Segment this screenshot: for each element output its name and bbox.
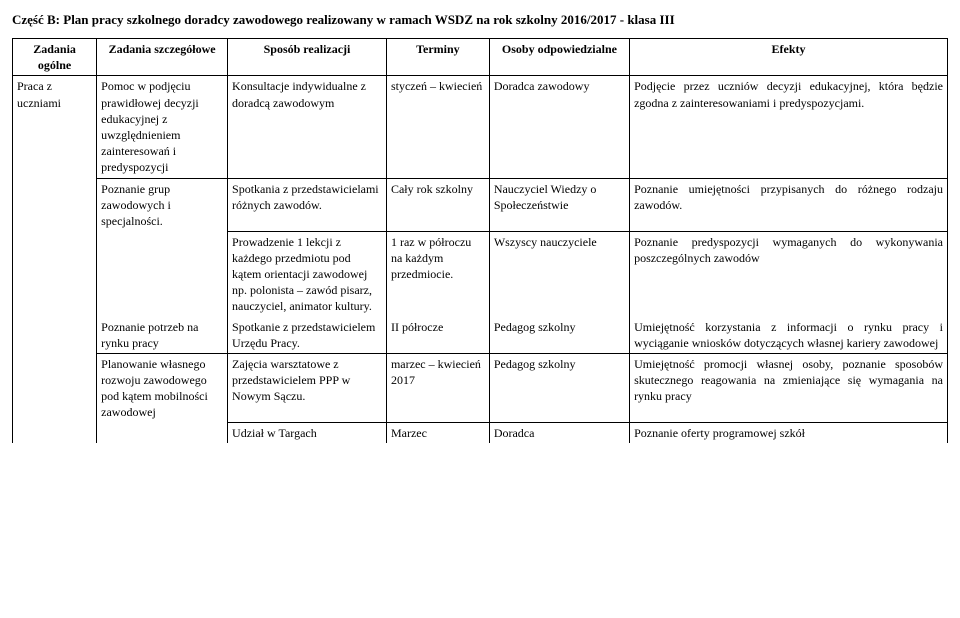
cell: Planowanie własnego rozwoju zawodowego p… — [97, 353, 228, 422]
cell: Poznanie predyspozycji wymaganych do wyk… — [630, 231, 948, 316]
cell — [13, 178, 97, 231]
page-title: Część B: Plan pracy szkolnego doradcy za… — [12, 12, 948, 28]
cell: Marzec — [386, 423, 489, 444]
col-header: Sposób realizacji — [228, 39, 387, 76]
cell: Umiejętność korzystania z informacji o r… — [630, 317, 948, 354]
cell: Pedagog szkolny — [489, 353, 629, 422]
cell — [97, 423, 228, 444]
cell: Pedagog szkolny — [489, 317, 629, 354]
cell: Zajęcia warsztatowe z przedstawicielem P… — [228, 353, 387, 422]
cell: Poznanie grup zawodowych i specjalności. — [97, 178, 228, 231]
col-header: Zadania szczegółowe — [97, 39, 228, 76]
cell: Doradca zawodowy — [489, 76, 629, 178]
cell: Poznanie umiejętności przypisanych do ró… — [630, 178, 948, 231]
cell: Prowadzenie 1 lekcji z każdego przedmiot… — [228, 231, 387, 316]
cell: Cały rok szkolny — [386, 178, 489, 231]
table-row: Poznanie potrzeb na rynku pracy Spotkani… — [13, 317, 948, 354]
table-row: Poznanie grup zawodowych i specjalności.… — [13, 178, 948, 231]
cell: II półrocze — [386, 317, 489, 354]
cell: Konsultacje indywidualne z doradcą zawod… — [228, 76, 387, 178]
col-header: Zadania ogólne — [13, 39, 97, 76]
col-header: Terminy — [386, 39, 489, 76]
cell: marzec – kwiecień 2017 — [386, 353, 489, 422]
cell: Poznanie oferty programowej szkół — [630, 423, 948, 444]
cell — [13, 317, 97, 354]
cell: Praca z uczniami — [13, 76, 97, 178]
table-row: Praca z uczniami Pomoc w podjęciu prawid… — [13, 76, 948, 178]
cell: Udział w Targach — [228, 423, 387, 444]
cell: Spotkanie z przedstawicielem Urzędu Prac… — [228, 317, 387, 354]
cell: Podjęcie przez uczniów decyzji edukacyjn… — [630, 76, 948, 178]
cell: Spotkania z przedstawicielami różnych za… — [228, 178, 387, 231]
table-row: Udział w Targach Marzec Doradca Poznanie… — [13, 423, 948, 444]
cell: Wszyscy nauczyciele — [489, 231, 629, 316]
cell: 1 raz w półroczu na każdym przedmiocie. — [386, 231, 489, 316]
table-row: Prowadzenie 1 lekcji z każdego przedmiot… — [13, 231, 948, 316]
cell: Nauczyciel Wiedzy o Społeczeństwie — [489, 178, 629, 231]
cell — [13, 353, 97, 422]
table-header-row: Zadania ogólne Zadania szczegółowe Sposó… — [13, 39, 948, 76]
cell — [97, 231, 228, 316]
plan-table: Zadania ogólne Zadania szczegółowe Sposó… — [12, 38, 948, 443]
table-row: Planowanie własnego rozwoju zawodowego p… — [13, 353, 948, 422]
col-header: Osoby odpowiedzialne — [489, 39, 629, 76]
cell: Umiejętność promocji własnej osoby, pozn… — [630, 353, 948, 422]
cell: Doradca — [489, 423, 629, 444]
cell: Poznanie potrzeb na rynku pracy — [97, 317, 228, 354]
col-header: Efekty — [630, 39, 948, 76]
cell: Pomoc w podjęciu prawidłowej decyzji edu… — [97, 76, 228, 178]
cell: styczeń – kwiecień — [386, 76, 489, 178]
cell — [13, 423, 97, 444]
cell — [13, 231, 97, 316]
